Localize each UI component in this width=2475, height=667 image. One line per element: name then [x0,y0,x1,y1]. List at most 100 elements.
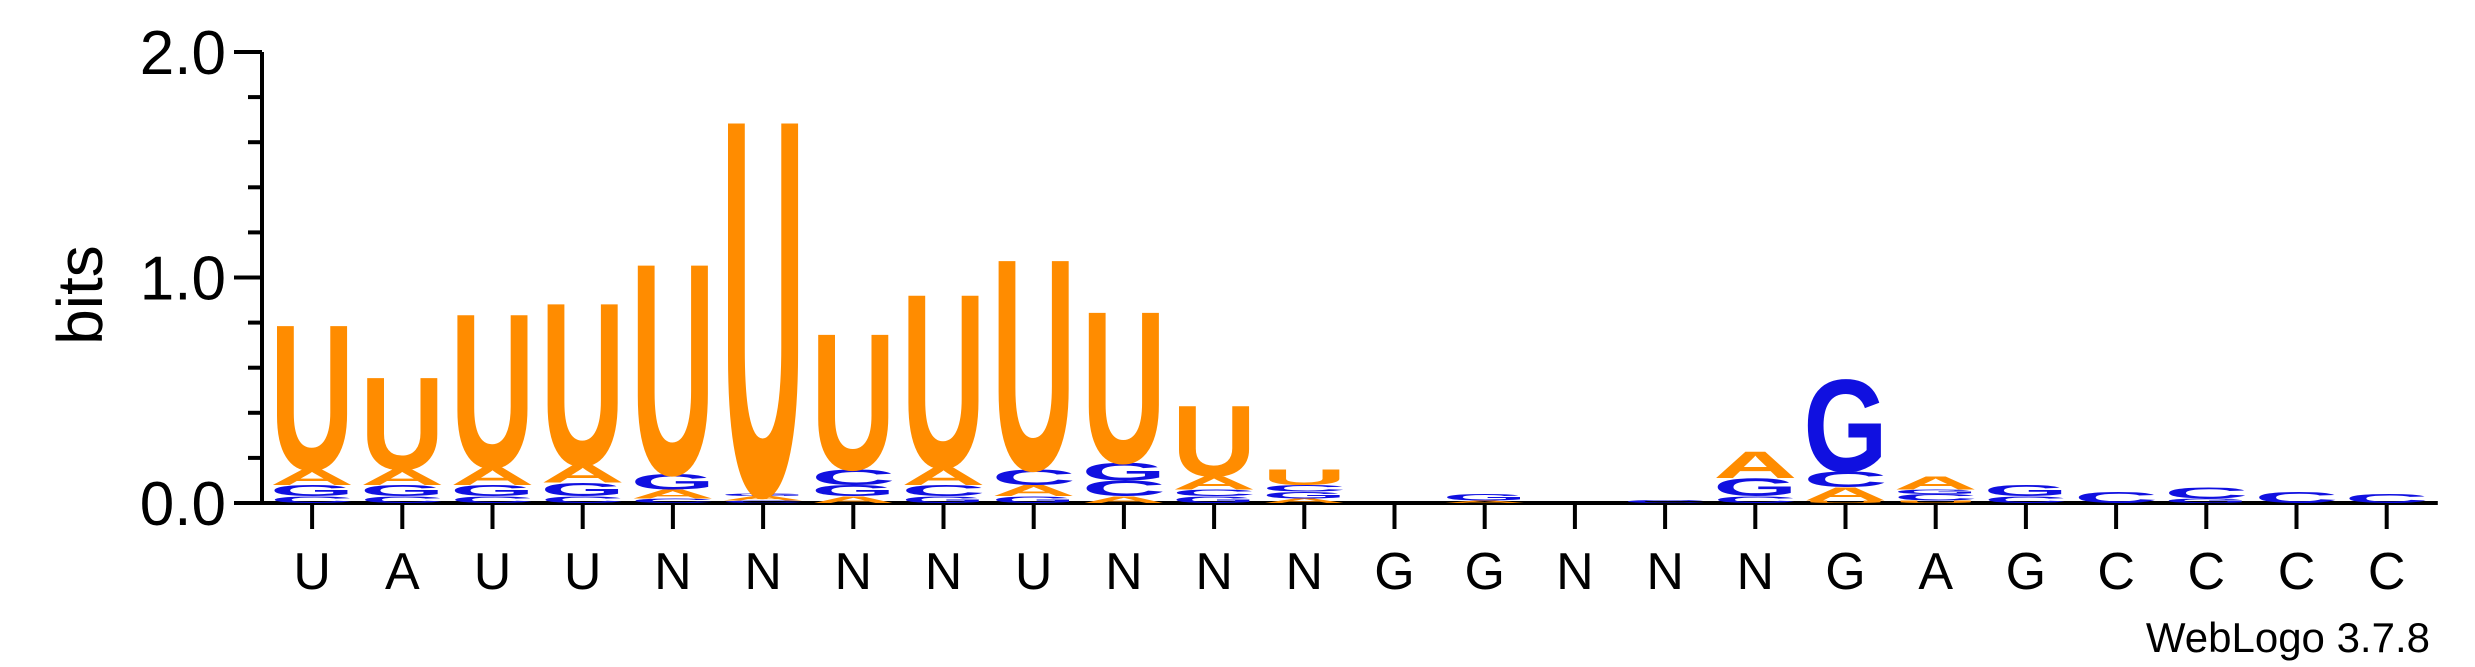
logo-letter-g: G [811,482,895,500]
logo-letter-c: C [450,494,534,505]
x-tick-label: A [385,543,420,601]
x-tick-label: U [474,543,512,601]
logo-letter-g: G [721,493,805,496]
x-tick-label: N [1646,543,1684,601]
logo-letter-c: C [1262,483,1346,494]
logo-letter-c: C [541,494,625,505]
logo-letter-a: A [811,494,895,505]
logo-letter-g: G [1082,458,1166,486]
logo-letter-u: U [360,350,444,497]
logo-letter-c: C [2074,489,2158,507]
x-tick-label: G [1825,543,1865,601]
x-tick-label: N [744,543,782,601]
logo-letter-c: C [1172,488,1256,499]
x-tick-label: N [654,543,692,601]
logo-letter-u: U [1262,465,1346,490]
x-tick-label: N [1105,543,1143,601]
logo-letter-u: U [1894,500,1978,504]
logo-letter-a: A [901,462,985,490]
x-tick-label: U [564,543,602,601]
x-tick-label: C [2097,543,2135,601]
logo-letter-g: G [631,469,715,494]
x-tick-label: N [925,543,963,601]
logo-letter-g: G [1262,490,1346,501]
y-axis: 0.0 1.0 2.0 [140,19,264,539]
logo-letter-u: U [1082,266,1166,509]
logo-letter-u: U [1172,385,1256,498]
logo-letter-c: C [2345,492,2429,506]
logo-letter-g: G [450,482,534,500]
logo-letter-g: G [1172,495,1256,506]
x-tick-label: G [2006,543,2046,601]
logo-letter-g: G [270,482,354,500]
x-tick-label: N [1195,543,1233,601]
logo-letter-a: A [1443,500,1527,504]
logo-letter-a: A [1082,494,1166,505]
logo-letter-c: C [1894,492,1978,503]
logo-letter-c: C [1803,467,1887,492]
logo-letter-u: U [901,243,985,521]
logo-letter-u: U [992,196,1076,534]
x-tick-label: C [2278,543,2316,601]
logo-letter-c: C [1984,494,2068,505]
logo-letter-c: C [992,465,1076,490]
logo-letter-a: A [631,487,715,501]
logo-letter-a: A [541,460,625,488]
logo-letter-c: C [270,494,354,505]
x-tick-label: U [1015,543,1053,601]
logo-letter-c: C [1623,499,1707,504]
logo-letter-g: G [1443,492,1527,503]
logo-letter-a: A [992,482,1076,500]
logo-letter-a: A [270,465,354,490]
logo-letter-g: G [360,482,444,500]
x-tick-label: U [293,543,331,601]
logo-letter-u: U [721,6,805,609]
x-tick-label: N [1286,543,1324,601]
logo-letter-u: U [270,280,354,513]
x-tick-label: N [1556,543,1594,601]
logo-letter-g: G [1894,488,1978,495]
logo-letter-c: C [901,482,985,500]
logo-letter-g: G [1803,352,1887,500]
x-tick-label: C [2368,543,2406,601]
logo-letter-g: G [992,495,1076,506]
logo-letter-c: C [631,497,715,504]
logo-letter-u: U [541,255,625,516]
logo-letter-u: U [450,268,534,514]
logo-letter-a: A [721,495,805,502]
logo-letter-c: C [2254,489,2338,507]
logo-letter-g: G [901,495,985,506]
logo-letter-u: U [1803,500,1887,504]
logo-letter-a: A [1172,472,1256,493]
y-axis-label: bits [44,245,116,345]
logo-letter-c: C [1713,494,1797,505]
logo-letter-g: G [1984,482,2068,500]
logo-letter-c: C [811,465,895,490]
logo-letter-c: C [1082,476,1166,501]
logo-letter-c: C [2164,484,2248,502]
logo-letter-a: A [1262,497,1346,504]
logo-letter-c: C [721,500,805,504]
weblogo-version: WebLogo 3.7.8 [2146,614,2430,661]
logo-letter-a: A [360,465,444,490]
logo-letter-a: A [1713,445,1797,487]
logo-letter-u: U [811,293,895,512]
y-tick-label: 2.0 [140,19,226,88]
logo-letter-a: A [450,462,534,490]
logo-letter-g: G [2164,497,2248,504]
logo-letter-g: G [541,479,625,500]
x-tick-label: A [1918,543,1953,601]
logo-letter-a: A [1803,484,1887,505]
x-tick-label: N [1737,543,1775,601]
logo-letter-g: G [1713,473,1797,501]
logo-letter-u: U [631,201,715,539]
x-tick-label: N [835,543,873,601]
x-tick-label: C [2188,543,2226,601]
y-tick-label: 1.0 [140,245,226,314]
logo-letter-c: C [360,494,444,505]
logo-letter-a: A [1894,472,1978,493]
y-tick-label: 0.0 [140,470,226,539]
